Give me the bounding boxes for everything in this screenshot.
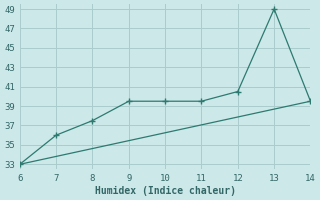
X-axis label: Humidex (Indice chaleur): Humidex (Indice chaleur) bbox=[95, 186, 236, 196]
